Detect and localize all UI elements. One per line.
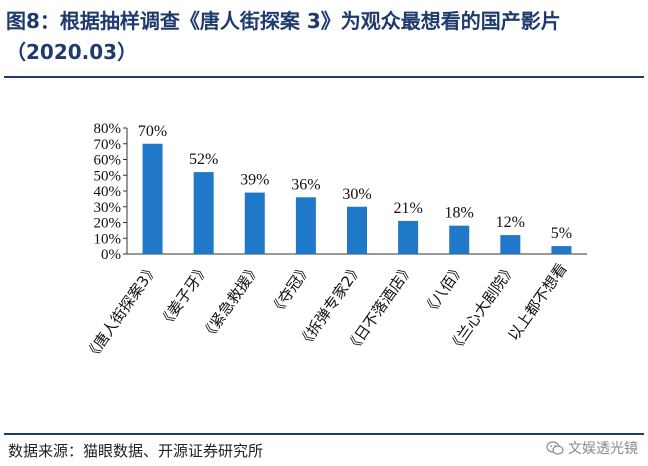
bar-chart: 0%10%20%30%40%50%60%70%80% 70%52%39% 36%3… xyxy=(81,121,587,364)
y-tick-label: 0% xyxy=(101,247,121,263)
bar xyxy=(500,235,521,254)
bar xyxy=(244,192,265,254)
y-tick-label: 80% xyxy=(94,121,122,137)
bar xyxy=(551,246,572,254)
y-tick-label: 70% xyxy=(94,137,122,153)
category-label: 《姜子牙》 xyxy=(155,260,213,332)
title-divider xyxy=(4,76,644,78)
category-labels: 《唐人街探案3》《姜子牙》《紧急救援》 《夺冠》《拆弹专家2》《日不落酒店》 《八佰… xyxy=(81,260,570,364)
bar-value-label: 70% xyxy=(138,123,167,140)
y-axis: 0%10%20%30%40%50%60%70%80% xyxy=(94,121,587,263)
bar xyxy=(295,197,316,254)
footer-divider xyxy=(4,433,644,435)
bar-value-label: 18% xyxy=(445,205,474,222)
y-tick-label: 30% xyxy=(94,200,122,216)
data-labels: 70% 52% 39% 36% 30% 21% 18% 12% 5% xyxy=(138,123,572,242)
chart-title: 图8：根据抽样调查《唐人街探案 3》为观众最想看的国产影片（2020.03） xyxy=(6,9,561,64)
wechat-icon xyxy=(546,441,564,455)
bar xyxy=(142,143,163,254)
y-tick-label: 20% xyxy=(94,216,122,232)
category-label: 《八佰》 xyxy=(419,260,468,319)
bar-value-label: 36% xyxy=(291,176,320,193)
y-tick-label: 60% xyxy=(94,153,122,169)
bar-value-label: 5% xyxy=(551,225,572,242)
bar xyxy=(449,225,470,254)
category-label: 《唐人街探案3》 xyxy=(81,260,161,364)
bars xyxy=(142,143,572,254)
bar-value-label: 52% xyxy=(189,151,218,168)
y-tick-label: 50% xyxy=(94,168,122,184)
bar-value-label: 12% xyxy=(496,214,525,231)
bar xyxy=(193,172,214,254)
category-label: 《夺冠》 xyxy=(266,260,315,319)
y-tick-label: 10% xyxy=(94,231,122,247)
bar-value-label: 30% xyxy=(342,186,371,203)
bar xyxy=(347,206,367,254)
source-note: 数据来源：猫眼数据、开源证券研究所 xyxy=(8,442,264,460)
bar-value-label: 21% xyxy=(393,200,422,217)
watermark-text: 文娱透光镜 xyxy=(568,441,638,457)
y-tick-label: 40% xyxy=(94,184,122,200)
watermark: 文娱透光镜 xyxy=(546,438,638,458)
bar-value-label: 39% xyxy=(240,172,269,189)
bar xyxy=(398,220,419,254)
